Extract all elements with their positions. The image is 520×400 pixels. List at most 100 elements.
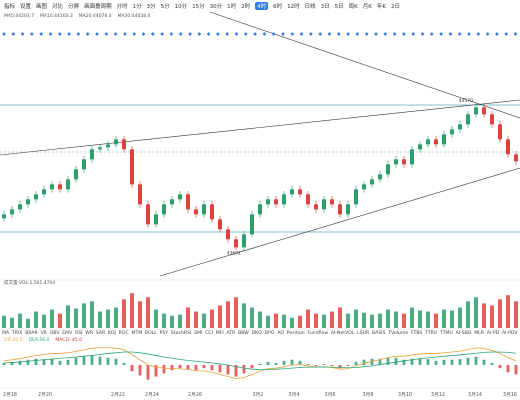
signal-marker — [429, 32, 434, 36]
indicator-tab[interactable]: AI-SBD — [455, 331, 472, 336]
indicator-tab[interactable]: MTM — [131, 331, 143, 336]
indicator-tab[interactable]: AI-PDV — [502, 331, 518, 336]
signal-marker — [216, 32, 220, 36]
period-button[interactable]: 年K — [376, 3, 386, 10]
indicator-tab[interactable]: BBW — [238, 331, 249, 336]
indicator-tab[interactable]: DKQ — [251, 331, 262, 336]
period-button[interactable]: 30分 — [209, 3, 223, 10]
indicator-tab[interactable]: Fundflow — [307, 331, 329, 336]
indicator-tab[interactable]: MA — [2, 331, 10, 336]
macd-label: DIF:20.0 — [4, 338, 23, 343]
volume-bar — [514, 301, 518, 328]
indicator-tab[interactable]: CCI — [205, 331, 213, 336]
candle-body — [138, 184, 142, 205]
period-button[interactable]: 2日 — [390, 3, 400, 10]
indicator-tab[interactable]: OBV — [49, 331, 60, 336]
indicator-tab[interactable]: WR — [85, 331, 94, 336]
period-button[interactable]: 1分 — [132, 3, 142, 10]
indicator-tab[interactable]: ROC — [118, 331, 129, 336]
macd-bar — [362, 359, 366, 365]
signal-marker — [281, 32, 285, 36]
indicator-tab[interactable]: EMV — [62, 331, 73, 336]
indicator-tab[interactable]: RSI — [75, 331, 83, 336]
period-button[interactable]: 月K — [362, 3, 372, 10]
toolbar-button[interactable]: 指标 — [4, 3, 16, 10]
indicator-tab[interactable]: VR — [40, 331, 47, 336]
toolbar-button[interactable]: 分屏 — [68, 3, 80, 10]
indicator-tab[interactable]: StochRSI — [170, 331, 192, 336]
signal-marker — [141, 32, 146, 36]
indicator-tab[interactable]: SAR — [95, 331, 106, 336]
period-button[interactable]: 4时 — [255, 1, 269, 10]
indicator-tab[interactable]: MLR — [474, 331, 484, 336]
toolbar-button[interactable]: 设置 — [20, 3, 32, 10]
signal-marker — [85, 32, 90, 36]
indicator-tab[interactable]: TTMU — [440, 331, 453, 336]
period-button[interactable]: 5分 — [160, 3, 170, 10]
macd-bar — [498, 365, 502, 369]
signal-marker — [383, 32, 388, 36]
toolbar-button[interactable]: 对比 — [52, 3, 64, 10]
indicator-tab[interactable]: AI-NetVOL — [330, 331, 355, 336]
volume-bar — [42, 314, 46, 328]
indicator-tab[interactable]: FTBS — [410, 331, 423, 336]
indicator-tab[interactable]: ATR — [226, 331, 236, 336]
macd-bar — [82, 356, 86, 365]
indicator-tab[interactable]: SMI — [194, 331, 203, 336]
indicator-tab[interactable]: KDJ — [107, 331, 116, 336]
period-button[interactable]: 6时 — [273, 3, 283, 10]
indicator-tab[interactable]: DPO — [264, 331, 275, 336]
period-button[interactable]: 10分 — [174, 3, 188, 10]
indicator-tab[interactable]: TVolume — [388, 331, 409, 336]
ma-value: MA5:44203.7 — [4, 14, 34, 19]
period-button[interactable]: 分时 — [116, 3, 128, 10]
indicator-tab[interactable]: TRIX — [11, 331, 23, 336]
period-button[interactable]: 15分 — [192, 3, 205, 10]
candle-body — [114, 139, 118, 145]
volume-bar — [394, 311, 398, 328]
candle-body — [314, 204, 318, 210]
indicator-tab[interactable]: BASIS — [371, 331, 386, 336]
candle-body — [290, 189, 294, 195]
macd-bar — [378, 358, 382, 365]
volume-bar — [66, 305, 70, 328]
volume-bar — [314, 313, 318, 328]
volume-bar — [18, 313, 22, 328]
volume-bar — [306, 309, 310, 328]
signal-marker — [495, 32, 499, 36]
signal-marker — [467, 32, 471, 36]
indicator-tab[interactable]: AI-PD — [486, 331, 500, 336]
trend-line — [0, 99, 520, 156]
candle-body — [354, 189, 358, 205]
period-button[interactable]: 3分 — [146, 3, 156, 10]
candle-body — [26, 199, 30, 205]
indicator-tab[interactable]: PSY — [159, 331, 169, 336]
indicator-tab[interactable]: BOLL — [145, 331, 157, 336]
toolbar-button[interactable]: 画面叠周期 — [84, 3, 112, 10]
volume-bar — [498, 299, 502, 328]
macd-bar — [186, 365, 190, 370]
period-button[interactable]: 5日 — [334, 3, 344, 10]
candle-body — [266, 199, 270, 205]
macd-label: DEA:56.0 — [28, 338, 50, 343]
ma-value: MA20:44078.4 — [78, 14, 112, 19]
signal-marker — [160, 32, 164, 36]
indicator-tab[interactable]: MFI — [215, 331, 224, 336]
indicator-tab[interactable]: BRAR — [25, 331, 38, 336]
indicator-tab[interactable]: AO — [277, 331, 284, 336]
indicator-tab[interactable]: LSUR — [357, 331, 370, 336]
period-button[interactable]: 12时 — [287, 3, 300, 10]
period-button[interactable]: 2时 — [241, 3, 251, 10]
candle-body — [210, 204, 214, 220]
toolbar-button[interactable]: 画图 — [36, 3, 48, 10]
date-label: 3月4 — [289, 392, 300, 398]
candle-body — [466, 114, 470, 125]
period-button[interactable]: 日线 — [304, 3, 316, 10]
period-button[interactable]: 周K — [348, 3, 358, 10]
indicator-tab[interactable]: Position — [286, 331, 305, 336]
period-button[interactable]: 3日 — [320, 3, 330, 10]
volume-bar — [234, 297, 238, 328]
period-button[interactable]: 1时 — [227, 3, 237, 10]
indicator-tab[interactable]: TTRU — [425, 331, 438, 336]
